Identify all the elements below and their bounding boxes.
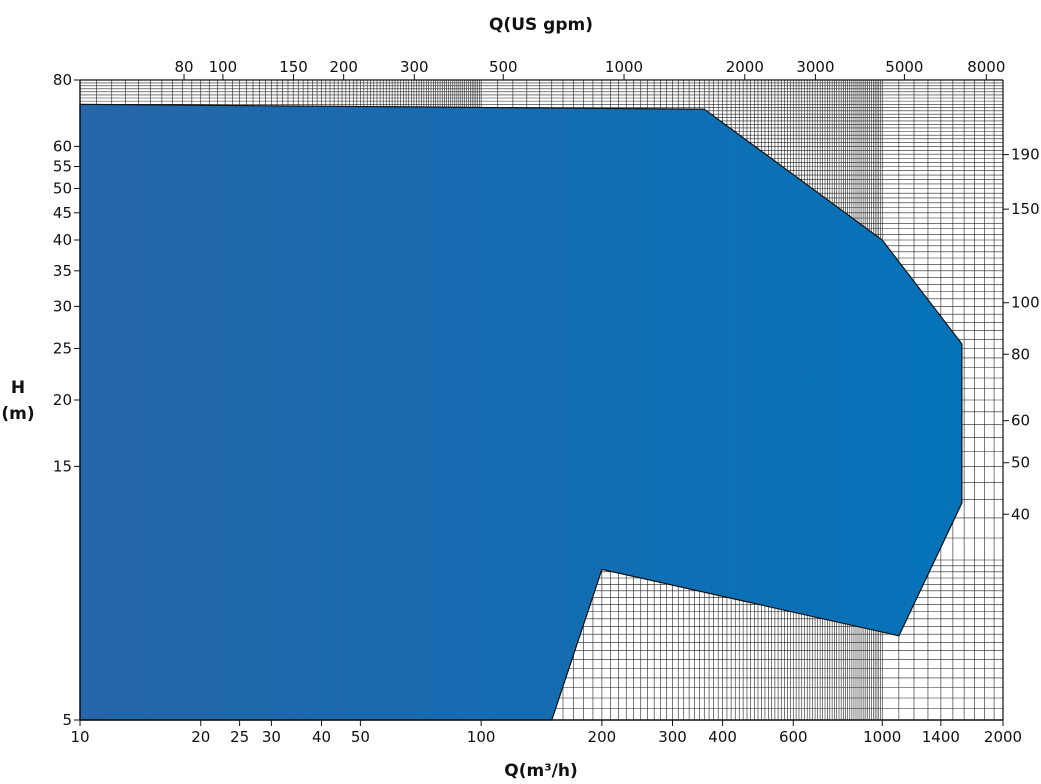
right-tick-label: 100 <box>1011 294 1040 312</box>
tick-labels: 10 20 25 30 40 50 100 200 300 400 600 1000 1400 2000 5… <box>53 58 1040 746</box>
x-tick-label: 30 <box>262 728 281 746</box>
y-tick-label: 55 <box>53 157 72 175</box>
right-tick-label: 60 <box>1011 412 1030 430</box>
y-tick-label: 15 <box>53 457 72 475</box>
top-axis-title: Q(US gpm) <box>489 15 593 35</box>
x-tick-label: 200 <box>588 728 617 746</box>
y-tick-label: 25 <box>53 339 72 357</box>
right-tick-label: 190 <box>1011 146 1040 164</box>
top-tick-label: 500 <box>489 58 518 76</box>
top-tick-label: 300 <box>400 58 429 76</box>
x-tick-label: 50 <box>351 728 370 746</box>
y-tick-label: 30 <box>53 297 72 315</box>
right-tick-label: 150 <box>1011 200 1040 218</box>
top-tick-label: 2000 <box>726 58 764 76</box>
y-axis-title: H <box>11 378 25 398</box>
y-tick-label: 50 <box>53 179 72 197</box>
x-tick-label: 25 <box>230 728 249 746</box>
x-tick-label: 1000 <box>863 728 901 746</box>
top-tick-label: 200 <box>329 58 358 76</box>
right-tick-label: 80 <box>1011 345 1030 363</box>
x-tick-label: 400 <box>708 728 737 746</box>
top-tick-label: 80 <box>174 58 193 76</box>
right-tick-label: 40 <box>1011 505 1030 523</box>
top-tick-label: 5000 <box>885 58 923 76</box>
x-tick-label: 600 <box>779 728 808 746</box>
x-tick-label: 100 <box>467 728 496 746</box>
y-tick-label: 80 <box>53 71 72 89</box>
y-tick-label: 5 <box>62 711 72 729</box>
y-axis-unit: (m) <box>1 404 34 424</box>
x-tick-label: 20 <box>191 728 210 746</box>
top-tick-label: 8000 <box>967 58 1005 76</box>
y-tick-label: 40 <box>53 231 72 249</box>
top-tick-label: 1000 <box>605 58 643 76</box>
x-tick-label: 2000 <box>984 728 1022 746</box>
x-tick-label: 1400 <box>922 728 960 746</box>
y-tick-label: 60 <box>53 137 72 155</box>
x-axis-title: Q(m³/h) <box>504 761 577 781</box>
right-tick-label: 50 <box>1011 454 1030 472</box>
y-tick-label: 20 <box>53 391 72 409</box>
y-tick-label: 45 <box>53 204 72 222</box>
x-tick-label: 40 <box>312 728 331 746</box>
x-tick-label: 300 <box>658 728 687 746</box>
top-tick-label: 3000 <box>796 58 834 76</box>
top-tick-label: 150 <box>279 58 308 76</box>
axes <box>74 74 1009 726</box>
y-tick-label: 35 <box>53 262 72 280</box>
top-tick-label: 100 <box>209 58 238 76</box>
x-tick-label: 10 <box>70 728 89 746</box>
